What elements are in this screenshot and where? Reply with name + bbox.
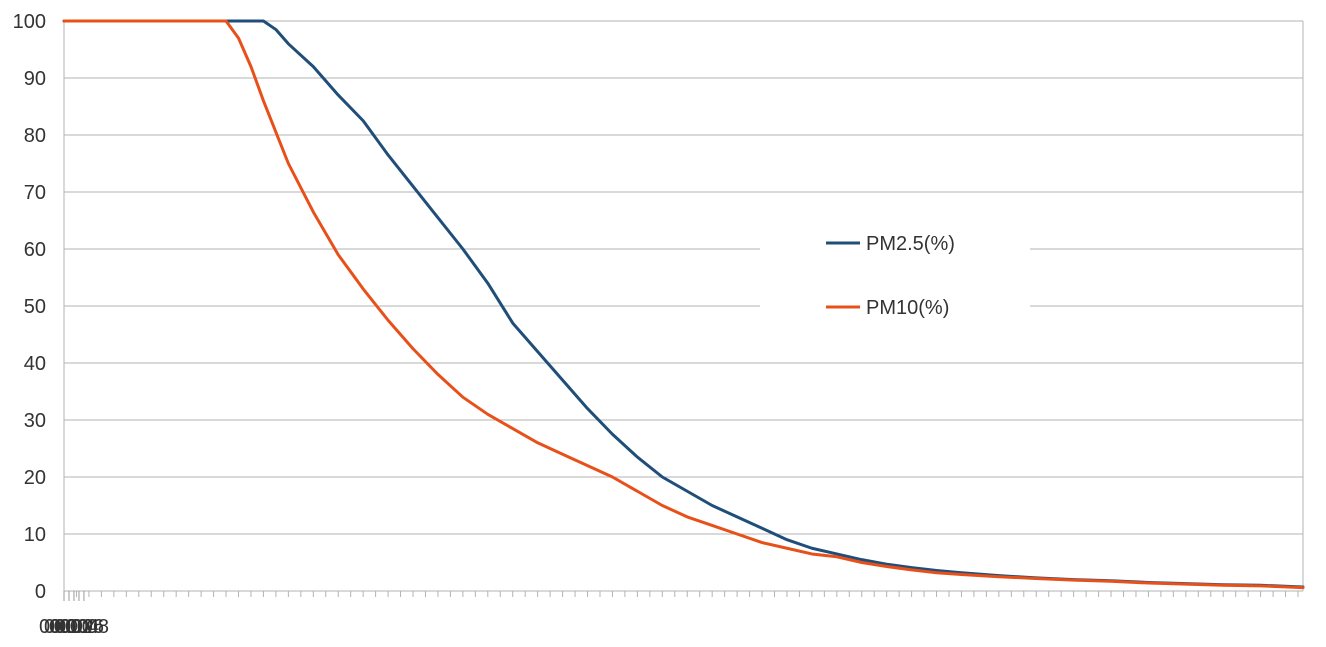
gridlines — [64, 20, 1303, 535]
y-tick-label: 10 — [24, 524, 46, 546]
y-tick-label: 80 — [24, 125, 46, 147]
legend: PM2.5(%) PM10(%) — [760, 215, 1030, 330]
y-tick-label: 100 — [13, 11, 46, 33]
y-tick-label: 90 — [24, 68, 46, 90]
y-tick-label: 60 — [24, 239, 46, 261]
x-tick-label: 00:08 — [59, 616, 109, 638]
y-tick-label: 70 — [24, 182, 46, 204]
y-tick-label: 50 — [24, 296, 46, 318]
y-tick-label: 20 — [24, 467, 46, 489]
legend-box — [760, 215, 1030, 330]
series-lines — [62, 19, 1305, 590]
legend-label-pm10: PM10(%) — [866, 297, 949, 319]
x-tick-label: 00:04 — [49, 616, 99, 638]
series-line-pm25 — [62, 19, 1305, 589]
x-tick-label: 00:02 — [44, 616, 94, 638]
legend-label-pm25: PM2.5(%) — [866, 233, 955, 255]
x-tick-label: 00:06 — [54, 616, 104, 638]
series-line-pm10 — [62, 19, 1305, 590]
axes: 0 10 20 30 40 50 60 70 80 90 100 00:0000:0200:0400:… — [13, 11, 1304, 638]
y-tick-label: 0 — [35, 581, 46, 603]
x-tick-label: 00:00 — [39, 616, 89, 638]
y-tick-label: 30 — [24, 410, 46, 432]
y-tick-label: 40 — [24, 353, 46, 375]
